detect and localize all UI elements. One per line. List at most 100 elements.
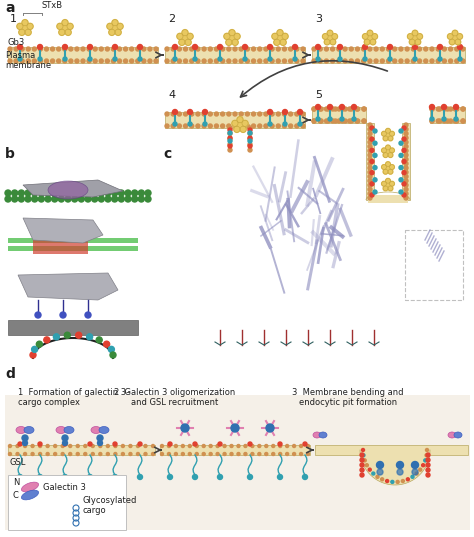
- Circle shape: [173, 110, 177, 114]
- Circle shape: [355, 107, 359, 111]
- Circle shape: [252, 124, 255, 128]
- Circle shape: [404, 170, 408, 174]
- Circle shape: [360, 473, 364, 477]
- Circle shape: [142, 47, 146, 51]
- Circle shape: [106, 453, 109, 455]
- Circle shape: [237, 453, 240, 455]
- Circle shape: [214, 124, 219, 128]
- Circle shape: [239, 47, 243, 51]
- Circle shape: [316, 45, 320, 49]
- Circle shape: [412, 35, 418, 41]
- Circle shape: [368, 170, 372, 174]
- Circle shape: [412, 45, 418, 49]
- Circle shape: [376, 461, 383, 468]
- Circle shape: [124, 59, 128, 63]
- Circle shape: [142, 59, 146, 63]
- Circle shape: [248, 137, 252, 141]
- Circle shape: [390, 131, 394, 136]
- Circle shape: [87, 47, 91, 51]
- Circle shape: [240, 126, 246, 133]
- Circle shape: [270, 47, 274, 51]
- Circle shape: [190, 112, 194, 116]
- Circle shape: [161, 453, 164, 455]
- Ellipse shape: [16, 426, 26, 433]
- Circle shape: [118, 59, 121, 63]
- Circle shape: [183, 59, 188, 63]
- Circle shape: [382, 165, 386, 170]
- Circle shape: [59, 29, 65, 35]
- Circle shape: [248, 139, 252, 143]
- Circle shape: [165, 112, 169, 116]
- Circle shape: [220, 124, 225, 128]
- Text: d: d: [5, 367, 15, 381]
- Circle shape: [404, 123, 408, 127]
- Circle shape: [38, 442, 42, 446]
- Circle shape: [112, 475, 118, 480]
- Circle shape: [343, 107, 347, 111]
- Circle shape: [362, 59, 365, 63]
- Circle shape: [228, 148, 232, 152]
- Circle shape: [362, 454, 365, 457]
- Circle shape: [137, 45, 143, 49]
- Circle shape: [203, 122, 207, 126]
- Circle shape: [181, 424, 189, 432]
- Circle shape: [136, 59, 140, 63]
- Circle shape: [386, 480, 389, 483]
- Circle shape: [144, 453, 147, 455]
- Circle shape: [349, 47, 353, 51]
- Circle shape: [45, 196, 51, 202]
- Circle shape: [295, 112, 299, 116]
- Circle shape: [88, 442, 92, 446]
- Circle shape: [202, 59, 206, 63]
- Circle shape: [44, 337, 50, 343]
- Circle shape: [5, 196, 11, 202]
- Circle shape: [91, 190, 98, 196]
- Circle shape: [193, 442, 197, 446]
- Circle shape: [182, 445, 184, 447]
- Circle shape: [252, 47, 255, 51]
- Bar: [312, 47, 465, 63]
- Circle shape: [385, 166, 391, 171]
- Circle shape: [30, 352, 36, 358]
- Circle shape: [216, 453, 219, 455]
- Circle shape: [368, 59, 372, 63]
- Circle shape: [289, 112, 292, 116]
- Circle shape: [188, 453, 191, 455]
- Bar: [8, 320, 138, 335]
- Circle shape: [18, 45, 22, 49]
- Circle shape: [81, 47, 85, 51]
- Circle shape: [231, 424, 239, 432]
- Circle shape: [16, 453, 19, 455]
- Circle shape: [442, 47, 447, 51]
- Circle shape: [174, 445, 177, 447]
- Circle shape: [218, 442, 222, 446]
- Circle shape: [276, 124, 280, 128]
- Circle shape: [264, 124, 268, 128]
- Circle shape: [138, 196, 145, 202]
- Circle shape: [438, 107, 442, 111]
- Bar: [368, 195, 408, 203]
- Circle shape: [85, 312, 91, 318]
- Circle shape: [318, 59, 322, 63]
- Circle shape: [402, 137, 406, 141]
- Circle shape: [276, 112, 280, 116]
- Circle shape: [362, 119, 366, 123]
- Circle shape: [111, 47, 115, 51]
- Bar: [366, 123, 374, 200]
- Circle shape: [406, 478, 410, 481]
- Circle shape: [404, 157, 408, 161]
- Circle shape: [171, 124, 175, 128]
- Circle shape: [391, 481, 394, 483]
- Circle shape: [370, 171, 374, 175]
- Circle shape: [132, 196, 137, 202]
- Text: c: c: [163, 147, 171, 161]
- Circle shape: [331, 107, 335, 111]
- Circle shape: [367, 30, 373, 36]
- Circle shape: [438, 57, 442, 61]
- Circle shape: [349, 59, 353, 63]
- Circle shape: [277, 35, 283, 41]
- Circle shape: [45, 47, 48, 51]
- Circle shape: [370, 159, 374, 163]
- Circle shape: [312, 119, 316, 123]
- Circle shape: [228, 131, 232, 135]
